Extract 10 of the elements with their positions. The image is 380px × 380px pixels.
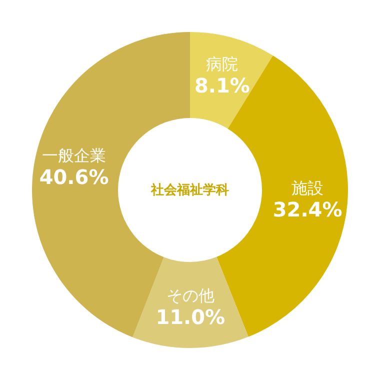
slice-label: 一般企業 — [42, 146, 106, 166]
slice-label: 病院 — [206, 54, 238, 74]
data-label: 40.6% — [39, 165, 109, 190]
data-label: 11.0% — [156, 305, 226, 329]
text: 社会福祉学科 — [150, 182, 229, 198]
slice-label: その他 — [166, 286, 214, 305]
data-label: 8.1% — [194, 73, 250, 98]
slice-label: 施設 — [292, 178, 324, 198]
data-label: 32.4% — [272, 197, 342, 222]
donut-slice — [132, 256, 248, 348]
